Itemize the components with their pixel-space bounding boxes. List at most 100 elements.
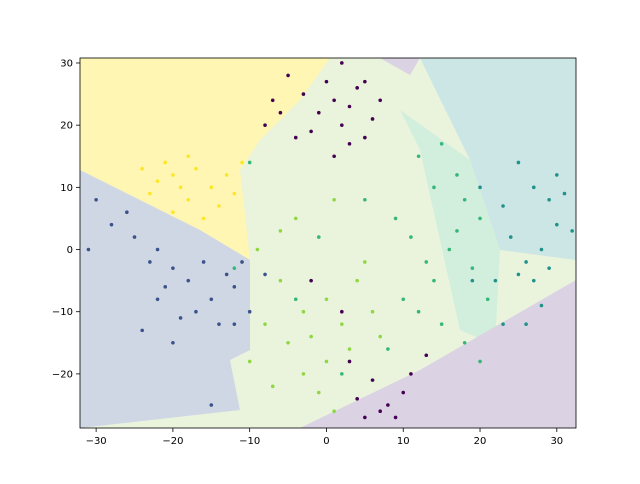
point [209, 297, 214, 302]
point [194, 309, 198, 314]
point [186, 154, 191, 159]
point [224, 272, 229, 277]
point [201, 216, 206, 221]
point [493, 278, 498, 283]
point [247, 309, 252, 314]
x-tick-label: 10 [397, 436, 410, 447]
point [478, 359, 482, 364]
point [424, 260, 429, 264]
point [278, 229, 283, 233]
point [278, 110, 283, 115]
point [309, 334, 313, 339]
point [401, 297, 406, 302]
point [462, 197, 467, 202]
region [80, 58, 576, 428]
point [293, 297, 298, 302]
point [378, 334, 383, 339]
point [186, 278, 191, 283]
point [547, 266, 551, 270]
y-tick-label: 20 [60, 121, 73, 132]
point [340, 61, 344, 65]
point [340, 309, 344, 314]
point [363, 79, 367, 84]
point [555, 173, 559, 177]
point [324, 297, 329, 302]
region [300, 280, 576, 428]
point [155, 179, 160, 183]
point [148, 191, 152, 196]
point [570, 229, 574, 233]
point [363, 260, 367, 264]
point [562, 191, 567, 196]
point [439, 322, 444, 326]
region [420, 58, 576, 260]
point [232, 322, 237, 326]
point [324, 359, 329, 364]
point [363, 197, 367, 202]
point [555, 222, 559, 227]
point [86, 247, 91, 252]
point [301, 372, 306, 376]
point [378, 98, 383, 103]
point [163, 285, 168, 289]
point [401, 390, 406, 395]
y-tick-label: −10 [52, 307, 73, 318]
y-tick-label: 30 [60, 58, 73, 69]
region [380, 58, 420, 75]
y-tick-label: 10 [60, 183, 73, 194]
point [455, 173, 459, 177]
point [531, 278, 536, 283]
point [447, 247, 452, 252]
point [163, 160, 168, 165]
plot-frame [79, 57, 577, 429]
point [539, 247, 544, 252]
point [432, 185, 436, 190]
point [301, 92, 306, 96]
point [386, 403, 390, 407]
point [363, 135, 367, 140]
point [432, 278, 436, 283]
point [171, 210, 175, 215]
point [531, 185, 536, 190]
point [332, 98, 336, 103]
point [501, 322, 505, 326]
point [140, 166, 144, 171]
point [186, 197, 191, 202]
point [439, 142, 444, 146]
point [409, 235, 413, 239]
point [516, 272, 521, 277]
x-tick-label: −20 [162, 436, 183, 447]
point [470, 266, 475, 270]
point [332, 409, 336, 414]
point [240, 160, 244, 165]
point [132, 235, 137, 239]
point [209, 403, 214, 407]
point [263, 123, 267, 127]
point [247, 160, 252, 165]
point [194, 166, 198, 171]
point [293, 135, 298, 140]
point [378, 409, 383, 414]
point [524, 322, 528, 326]
point [347, 142, 352, 146]
point [209, 185, 214, 190]
point [217, 322, 221, 326]
point [125, 210, 129, 215]
point [224, 173, 229, 177]
point [332, 197, 336, 202]
point [263, 272, 267, 277]
point [455, 229, 459, 233]
point [178, 185, 183, 190]
region [80, 170, 250, 428]
point [232, 191, 237, 196]
point [309, 129, 313, 134]
point [301, 309, 306, 314]
x-tick-label: 20 [474, 436, 487, 447]
point [201, 260, 206, 264]
point [508, 235, 513, 239]
point [332, 154, 336, 159]
point [148, 260, 152, 264]
point [278, 278, 283, 283]
point [340, 372, 344, 376]
